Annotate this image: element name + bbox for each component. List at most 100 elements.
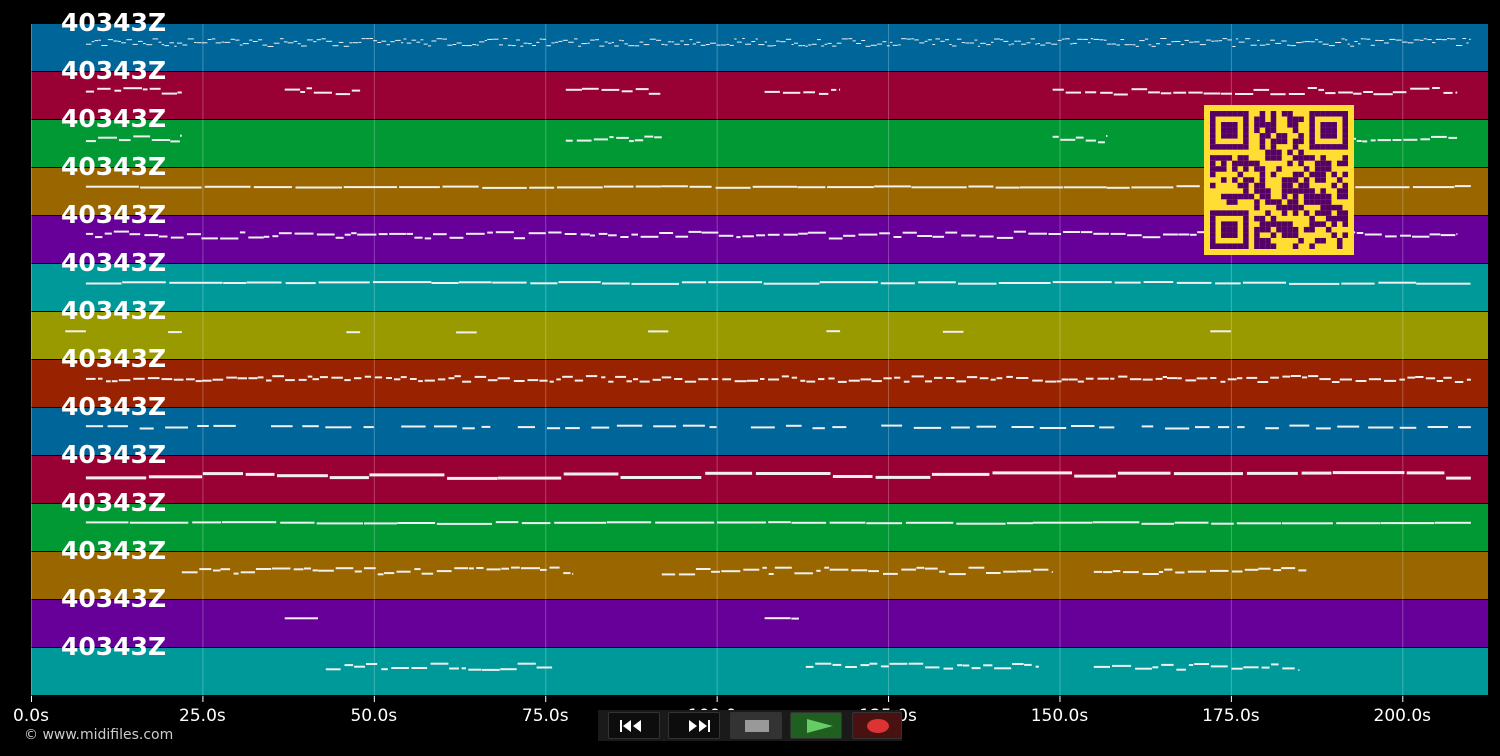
note bbox=[743, 568, 760, 571]
note bbox=[664, 44, 668, 46]
note bbox=[338, 41, 344, 43]
note bbox=[986, 44, 991, 46]
note bbox=[925, 666, 940, 669]
note bbox=[1296, 42, 1302, 44]
note bbox=[816, 569, 821, 572]
note bbox=[285, 379, 295, 382]
note bbox=[204, 185, 251, 188]
note bbox=[829, 521, 866, 524]
note bbox=[173, 378, 184, 381]
note bbox=[1288, 93, 1305, 95]
note bbox=[329, 476, 369, 480]
note bbox=[620, 476, 702, 479]
note bbox=[767, 233, 780, 236]
note bbox=[224, 41, 231, 43]
note bbox=[512, 45, 516, 47]
note bbox=[447, 476, 498, 480]
note bbox=[1399, 378, 1405, 381]
note bbox=[1045, 380, 1056, 383]
note bbox=[1356, 232, 1364, 234]
note bbox=[886, 45, 890, 47]
note bbox=[783, 233, 798, 236]
gridline bbox=[1230, 24, 1232, 696]
note bbox=[619, 39, 622, 41]
note bbox=[262, 44, 268, 46]
note bbox=[994, 38, 1000, 40]
note bbox=[465, 45, 472, 47]
note bbox=[752, 185, 797, 188]
note bbox=[1290, 375, 1301, 377]
note bbox=[1287, 44, 1291, 46]
note bbox=[246, 281, 282, 284]
note bbox=[1454, 185, 1471, 188]
note bbox=[394, 378, 401, 381]
note bbox=[829, 568, 849, 571]
note bbox=[142, 88, 148, 91]
note bbox=[406, 42, 412, 44]
note bbox=[563, 572, 571, 575]
note bbox=[492, 281, 527, 284]
note bbox=[1013, 230, 1026, 233]
note bbox=[1099, 39, 1104, 41]
note bbox=[614, 45, 619, 47]
note bbox=[961, 42, 965, 44]
note bbox=[824, 43, 828, 45]
note bbox=[791, 617, 799, 620]
note bbox=[318, 281, 370, 284]
note bbox=[898, 44, 901, 46]
note bbox=[482, 186, 527, 189]
rewind-button[interactable] bbox=[608, 712, 660, 739]
note bbox=[1093, 570, 1103, 573]
note bbox=[390, 41, 395, 43]
rewind-icon bbox=[620, 720, 641, 732]
note bbox=[934, 376, 943, 379]
note bbox=[351, 89, 361, 92]
note bbox=[1307, 87, 1317, 89]
note bbox=[1308, 375, 1319, 378]
note bbox=[574, 379, 584, 382]
note bbox=[1378, 281, 1417, 284]
stop-button[interactable] bbox=[730, 712, 782, 739]
note bbox=[791, 376, 798, 379]
note bbox=[462, 427, 475, 430]
track-label: 40343Z bbox=[61, 8, 166, 37]
note bbox=[1218, 426, 1230, 429]
note bbox=[1318, 41, 1323, 43]
note bbox=[1020, 186, 1063, 189]
note bbox=[1072, 42, 1077, 44]
note bbox=[918, 281, 956, 284]
fast-forward-button[interactable] bbox=[668, 712, 720, 739]
play-button[interactable] bbox=[790, 712, 842, 739]
note bbox=[639, 41, 644, 43]
note bbox=[1370, 139, 1376, 142]
note bbox=[1003, 570, 1017, 573]
note bbox=[213, 424, 236, 427]
note bbox=[1270, 376, 1279, 379]
note bbox=[239, 231, 246, 234]
note bbox=[1434, 521, 1471, 524]
note bbox=[1123, 571, 1139, 574]
note bbox=[824, 566, 830, 569]
note bbox=[267, 46, 274, 47]
note bbox=[357, 233, 377, 236]
note bbox=[442, 38, 447, 40]
note bbox=[1341, 38, 1345, 40]
note bbox=[85, 282, 122, 285]
note bbox=[945, 39, 949, 41]
note bbox=[1328, 45, 1335, 47]
note bbox=[563, 472, 619, 476]
note bbox=[1442, 39, 1447, 41]
note bbox=[91, 41, 95, 43]
note bbox=[1227, 378, 1237, 381]
note bbox=[521, 522, 551, 525]
note bbox=[721, 570, 741, 573]
note bbox=[449, 667, 459, 670]
record-button[interactable] bbox=[852, 712, 902, 739]
note bbox=[1427, 426, 1448, 428]
note bbox=[1065, 91, 1081, 94]
note bbox=[1364, 233, 1382, 236]
note bbox=[233, 572, 239, 575]
lane-divider bbox=[31, 263, 1488, 264]
note bbox=[1271, 663, 1279, 666]
note bbox=[1097, 377, 1109, 380]
